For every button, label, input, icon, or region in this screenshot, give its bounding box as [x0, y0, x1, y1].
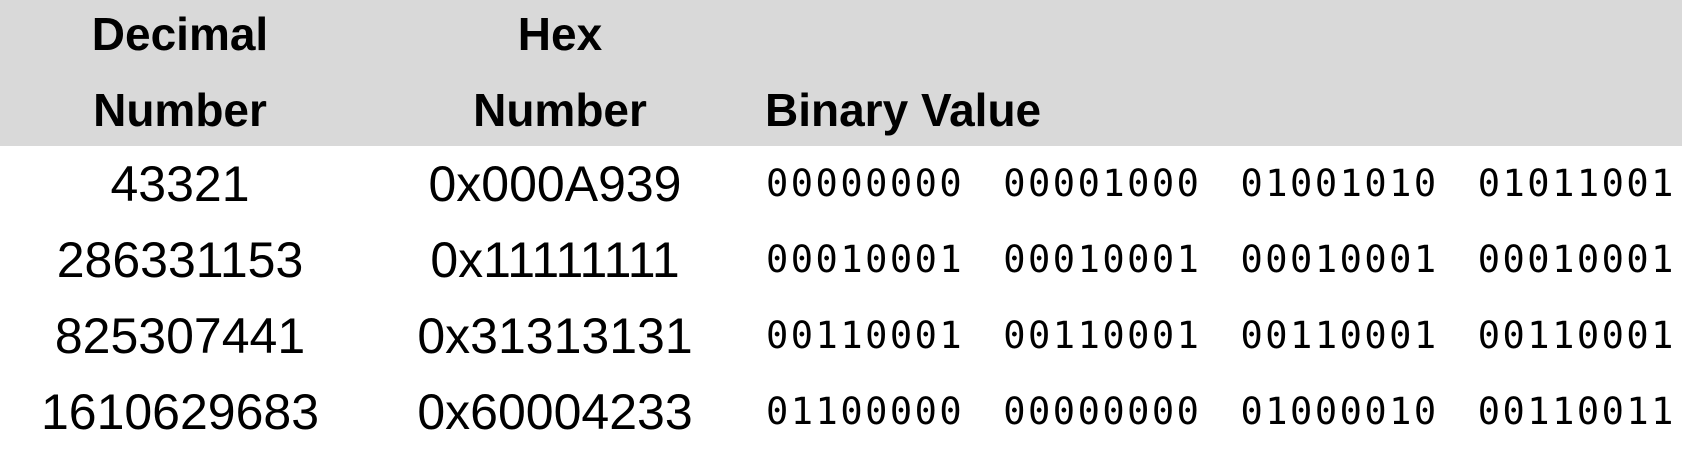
binary-byte: 00110011: [1477, 390, 1676, 433]
binary-cell: 00010001 00010001 00010001 00010001: [766, 222, 1676, 298]
table-header: Decimal Number Hex Number Binary Value: [0, 0, 1682, 146]
hex-cell: 0x31313131: [417, 308, 693, 364]
table-row: 43321 0x000A939 00000000 00001000 010010…: [0, 146, 1682, 222]
hex-cell: 0x11111111: [430, 232, 680, 288]
decimal-column-header: Decimal Number: [40, 0, 320, 148]
hex-column-header: Hex Number: [420, 0, 700, 148]
hex-cell: 0x60004233: [417, 384, 693, 440]
hex-header-line2: Number: [473, 84, 647, 136]
binary-byte: 00110001: [1003, 314, 1202, 357]
binary-byte: 01011001: [1477, 162, 1676, 205]
binary-byte: 01001010: [1240, 162, 1439, 205]
binary-cell: 00000000 00001000 01001010 01011001: [766, 146, 1676, 222]
binary-byte: 00010001: [1003, 238, 1202, 281]
binary-cell: 00110001 00110001 00110001 00110001: [766, 298, 1676, 374]
binary-byte: 00110001: [766, 314, 965, 357]
decimal-header-line2: Number: [93, 84, 267, 136]
decimal-header-line1: Decimal: [91, 8, 269, 60]
binary-byte: 00110001: [1240, 314, 1439, 357]
decimal-cell: 825307441: [54, 308, 306, 364]
hex-cell: 0x000A939: [428, 156, 682, 212]
binary-column-header: Binary Value: [765, 84, 1042, 136]
decimal-cell: 43321: [110, 156, 250, 212]
binary-byte: 00010001: [1477, 238, 1676, 281]
table-row: 286331153 0x11111111 00010001 00010001 0…: [0, 222, 1682, 298]
decimal-cell: 1610629683: [40, 384, 320, 440]
binary-byte: 00000000: [1003, 390, 1202, 433]
binary-byte: 00000000: [766, 162, 965, 205]
binary-byte: 00110001: [1477, 314, 1676, 357]
binary-byte: 01100000: [766, 390, 965, 433]
table-row: 825307441 0x31313131 00110001 00110001 0…: [0, 298, 1682, 374]
table-row: 1610629683 0x60004233 01100000 00000000 …: [0, 374, 1682, 450]
binary-byte: 00001000: [1003, 162, 1202, 205]
binary-byte: 00010001: [766, 238, 965, 281]
binary-byte: 01000010: [1240, 390, 1439, 433]
decimal-cell: 286331153: [56, 232, 304, 288]
binary-cell: 01100000 00000000 01000010 00110011: [766, 374, 1676, 450]
binary-byte: 00010001: [1240, 238, 1439, 281]
hex-header-line1: Hex: [517, 8, 603, 60]
